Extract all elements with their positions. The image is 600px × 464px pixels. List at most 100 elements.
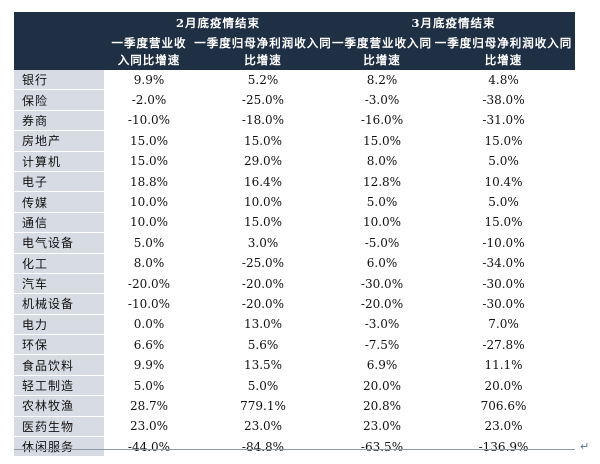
sub-header-line: 一季度营业收 [111, 36, 187, 50]
industry-name: 房地产 [14, 130, 104, 152]
table-row: 保险 -2.0% -25.0% -3.0% -38.0% [14, 89, 576, 111]
growth-value: -5.0% [332, 232, 433, 254]
growth-value: 15.0% [194, 211, 333, 233]
growth-value: -30.0% [432, 293, 576, 315]
industry-name: 保险 [14, 89, 104, 111]
growth-value: -34.0% [432, 252, 576, 274]
growth-value: -136.9% [432, 436, 576, 457]
growth-value: 8.0% [104, 252, 194, 274]
table-row: 券商 -10.0% -18.0% -16.0% -31.0% [14, 109, 576, 131]
growth-value: 6.6% [104, 334, 194, 355]
stub-header [14, 12, 104, 70]
growth-value: -30.0% [332, 272, 433, 294]
table-row: 化工 8.0% -25.0% 6.0% -34.0% [14, 252, 576, 274]
growth-value: -25.0% [194, 89, 333, 111]
growth-value: -38.0% [432, 89, 576, 111]
table-row: 农林牧渔 28.7% 779.1% 20.8% 706.6% [14, 395, 576, 417]
growth-value: -30.0% [432, 272, 576, 294]
growth-value: -25.0% [194, 252, 333, 274]
growth-value: 29.0% [194, 150, 333, 172]
table-header: 2月底疫情结束 3月底疫情结束 一季度营业收 入同比增速 一季度归母净利润收入同… [14, 12, 576, 70]
growth-value: 16.4% [194, 170, 333, 192]
growth-value: -20.0% [194, 272, 333, 294]
sub-header-line: 比增速 [244, 53, 282, 67]
growth-value: 23.0% [194, 415, 333, 437]
growth-value: 5.0% [104, 232, 194, 254]
growth-value: -20.0% [194, 293, 333, 315]
growth-value: 23.0% [332, 415, 433, 437]
table-body: 银行 9.9% 5.2% 8.2% 4.8% 保险 -2.0% -25.0% -3.0% -38.… [14, 70, 576, 457]
table-row: 食品饮料 9.9% 13.5% 6.9% 11.1% [14, 354, 576, 376]
sub-header-line: 一季度归母净利润收入同 [194, 36, 332, 50]
earnings-growth-table: 2月底疫情结束 3月底疫情结束 一季度营业收 入同比增速 一季度归母净利润收入同… [14, 12, 576, 457]
sub-header-row: 一季度营业收 入同比增速 一季度归母净利润收入同 比增速 一季度营业收入同 比增… [14, 34, 576, 70]
sub-header-revenue-mar: 一季度营业收入同 比增速 [332, 34, 433, 70]
growth-value: -10.0% [432, 232, 576, 254]
industry-name: 通信 [14, 211, 104, 233]
growth-value: -18.0% [194, 109, 333, 131]
table-row: 通信 10.0% 15.0% 10.0% 15.0% [14, 211, 576, 233]
growth-value: 10.0% [104, 211, 194, 233]
growth-value: 13.5% [194, 354, 333, 376]
table-row: 银行 9.9% 5.2% 8.2% 4.8% [14, 70, 576, 90]
growth-value: -2.0% [104, 89, 194, 111]
growth-value: 23.0% [432, 415, 576, 437]
table-row: 电力 0.0% 13.0% -3.0% 7.0% [14, 313, 576, 335]
growth-value: 3.0% [194, 232, 333, 254]
growth-value: 706.6% [432, 395, 576, 417]
table-row: 电子 18.8% 16.4% 12.8% 10.4% [14, 170, 576, 192]
industry-name: 农林牧渔 [14, 395, 104, 417]
growth-value: 15.0% [104, 130, 194, 152]
growth-value: -44.0% [104, 436, 194, 457]
industry-name: 券商 [14, 109, 104, 131]
growth-value: -3.0% [332, 313, 433, 335]
table-bottom-rule [14, 449, 575, 450]
growth-value: -10.0% [104, 109, 194, 131]
table-row: 休闲服务 -44.0% -84.8% -63.5% -136.9% [14, 436, 576, 457]
growth-value: 5.6% [194, 334, 333, 355]
growth-value: -63.5% [332, 436, 433, 457]
table-row: 计算机 15.0% 29.0% 8.0% 5.0% [14, 150, 576, 172]
table-row: 轻工制造 5.0% 5.0% 20.0% 20.0% [14, 374, 576, 396]
growth-value: 9.9% [104, 354, 194, 376]
sub-header-line: 一季度营业收入同 [332, 36, 433, 50]
growth-value: 15.0% [194, 130, 333, 152]
growth-value: 15.0% [104, 150, 194, 172]
growth-value: 8.0% [332, 150, 433, 172]
growth-value: -20.0% [104, 272, 194, 294]
growth-value: 5.0% [432, 191, 576, 213]
growth-value: 6.0% [332, 252, 433, 274]
growth-value: -10.0% [104, 293, 194, 315]
industry-name: 轻工制造 [14, 374, 104, 396]
industry-name: 计算机 [14, 150, 104, 172]
growth-value: 20.0% [332, 374, 433, 396]
industry-name: 化工 [14, 252, 104, 274]
growth-value: 5.0% [104, 374, 194, 396]
growth-value: 15.0% [432, 130, 576, 152]
growth-value: 5.0% [432, 150, 576, 172]
table-row: 电气设备 5.0% 3.0% -5.0% -10.0% [14, 232, 576, 254]
growth-value: 7.0% [432, 313, 576, 335]
growth-value: -3.0% [332, 89, 433, 111]
table-row: 房地产 15.0% 15.0% 15.0% 15.0% [14, 130, 576, 152]
industry-name: 环保 [14, 334, 104, 355]
growth-value: 20.8% [332, 395, 433, 417]
document-page: 2月底疫情结束 3月底疫情结束 一季度营业收 入同比增速 一季度归母净利润收入同… [6, 6, 576, 457]
table-row: 机械设备 -10.0% -20.0% -20.0% -30.0% [14, 293, 576, 315]
sub-header-revenue-feb: 一季度营业收 入同比增速 [104, 34, 194, 70]
growth-value: 5.0% [332, 191, 433, 213]
growth-value: -27.8% [432, 334, 576, 355]
sub-header-line: 比增速 [484, 53, 523, 67]
group-header-row: 2月底疫情结束 3月底疫情结束 [14, 12, 576, 70]
sub-header-line: 一季度归母净利润收入同 [434, 36, 573, 50]
industry-name: 医药生物 [14, 415, 104, 437]
growth-value: 779.1% [194, 395, 333, 417]
industry-name: 电力 [14, 313, 104, 335]
industry-name: 汽车 [14, 272, 104, 294]
industry-name: 食品饮料 [14, 354, 104, 376]
group-header-feb: 2月底疫情结束 [104, 12, 333, 34]
industry-name: 机械设备 [14, 293, 104, 315]
growth-value: -16.0% [332, 109, 433, 131]
table-row: 环保 6.6% 5.6% -7.5% -27.8% [14, 334, 576, 355]
growth-value: 20.0% [432, 374, 576, 396]
